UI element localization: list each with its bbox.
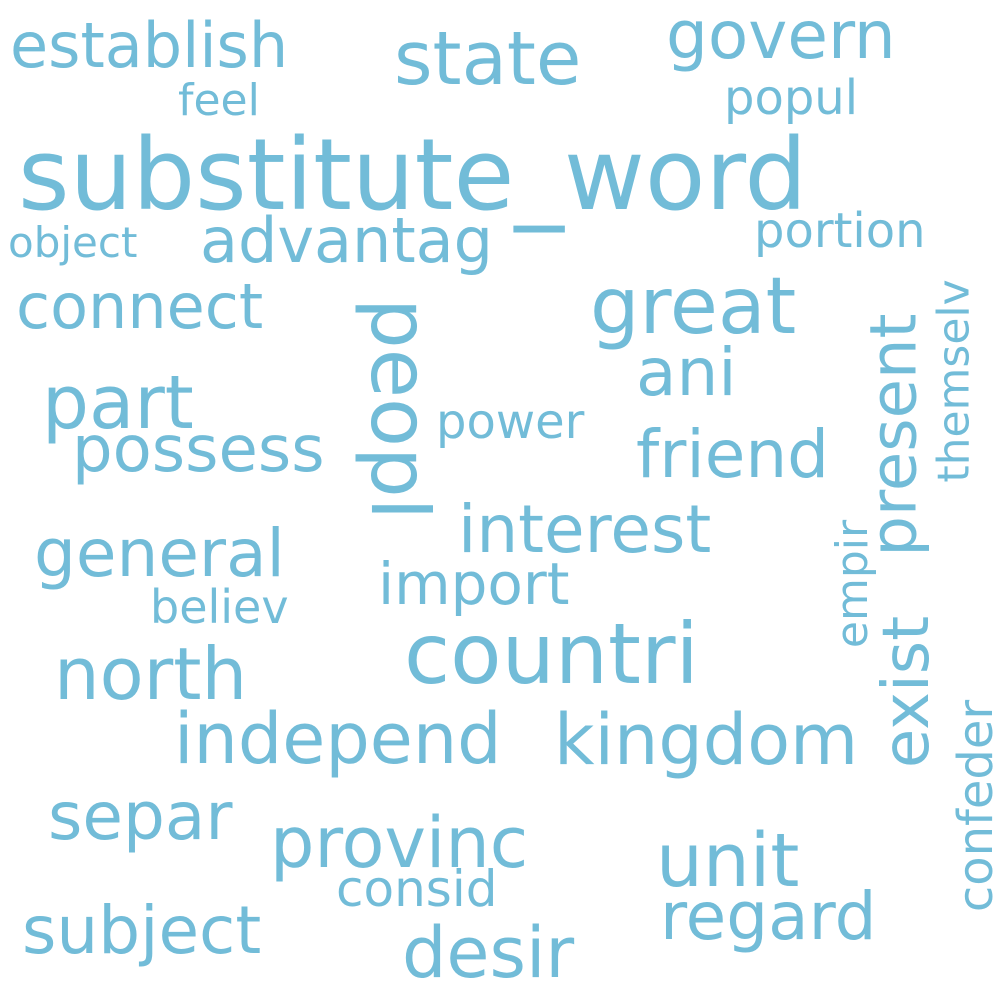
word-power: power bbox=[436, 394, 585, 450]
word-popul: popul bbox=[724, 70, 859, 126]
word-subject: subject bbox=[22, 892, 262, 969]
word-desir: desir bbox=[402, 912, 575, 994]
word-provinc: provinc bbox=[270, 802, 529, 884]
word-import: import bbox=[378, 550, 570, 618]
word-peopl: peopl bbox=[352, 298, 446, 520]
word-general: general bbox=[34, 515, 285, 592]
word-portion: portion bbox=[754, 203, 926, 259]
word-consid: consid bbox=[336, 860, 498, 918]
word-state: state bbox=[394, 16, 582, 102]
word-separ: separ bbox=[48, 778, 233, 855]
word-govern: govern bbox=[666, 0, 896, 74]
word-interest: interest bbox=[458, 491, 712, 568]
word-kingdom: kingdom bbox=[554, 699, 859, 781]
word-themselv: themselv bbox=[928, 279, 980, 483]
word-connect: connect bbox=[16, 270, 264, 343]
word-regard: regard bbox=[660, 878, 877, 955]
word-establish: establish bbox=[10, 9, 289, 82]
word-confeder: confeder bbox=[948, 699, 1000, 913]
word-possess: possess bbox=[72, 413, 325, 487]
word-feel: feel bbox=[178, 75, 260, 126]
word-great: great bbox=[590, 262, 797, 352]
word-believ: believ bbox=[150, 580, 289, 634]
word-advantag: advantag bbox=[200, 204, 493, 277]
word-exist: exist bbox=[870, 615, 945, 769]
word-north: north bbox=[54, 632, 248, 716]
word-object: object bbox=[8, 218, 138, 267]
word-unit: unit bbox=[656, 818, 800, 904]
word-part: part bbox=[42, 360, 194, 446]
word-empir: empir bbox=[827, 519, 879, 649]
word-friend: friend bbox=[636, 416, 830, 493]
word-substitute-word: substitute_word bbox=[18, 118, 808, 233]
word-ani: ani bbox=[636, 334, 737, 411]
word-countri: countri bbox=[404, 605, 699, 703]
word-independ: independ bbox=[174, 698, 502, 780]
